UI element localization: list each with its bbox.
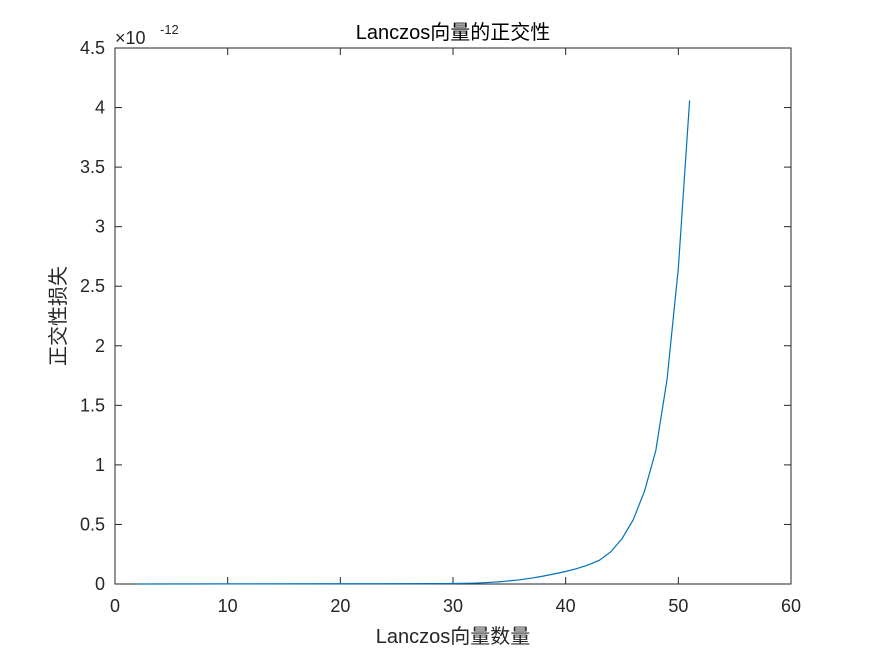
- y-tick-label: 4: [95, 98, 105, 118]
- y-tick-label: 0.5: [80, 514, 105, 534]
- y-tick-label: 2: [95, 336, 105, 356]
- x-axis-title: Lanczos向量数量: [376, 625, 531, 648]
- x-tick-label: 60: [781, 596, 801, 616]
- x-tick-label: 40: [556, 596, 576, 616]
- y-tick-label: 4.5: [80, 38, 105, 58]
- y-tick-label: 1.5: [80, 395, 105, 415]
- y-tick-label: 3.5: [80, 157, 105, 177]
- y-exponent-base: ×10: [115, 28, 146, 48]
- plot-area: [114, 47, 792, 585]
- x-tick-labels: 0 10 20 30 40 50 60: [110, 596, 801, 616]
- y-tick-label: 0: [95, 574, 105, 594]
- y-tick-label: 2.5: [80, 276, 105, 296]
- y-axis-title: 正交性损失: [47, 266, 70, 366]
- x-tick-label: 20: [330, 596, 350, 616]
- y-exponent-power: -12: [160, 22, 179, 37]
- data-series-line: [137, 100, 691, 585]
- tick-marks: [114, 47, 792, 585]
- x-tick-label: 0: [110, 596, 120, 616]
- x-tick-label: 30: [443, 596, 463, 616]
- y-tick-labels: 0 0.5 1 1.5 2 2.5 3 3.5 4 4.5: [80, 38, 105, 594]
- y-tick-label: 3: [95, 217, 105, 237]
- y-tick-label: 1: [95, 455, 105, 475]
- x-tick-label: 10: [218, 596, 238, 616]
- chart-title: Lanczos向量的正交性: [356, 21, 551, 44]
- x-tick-label: 50: [668, 596, 688, 616]
